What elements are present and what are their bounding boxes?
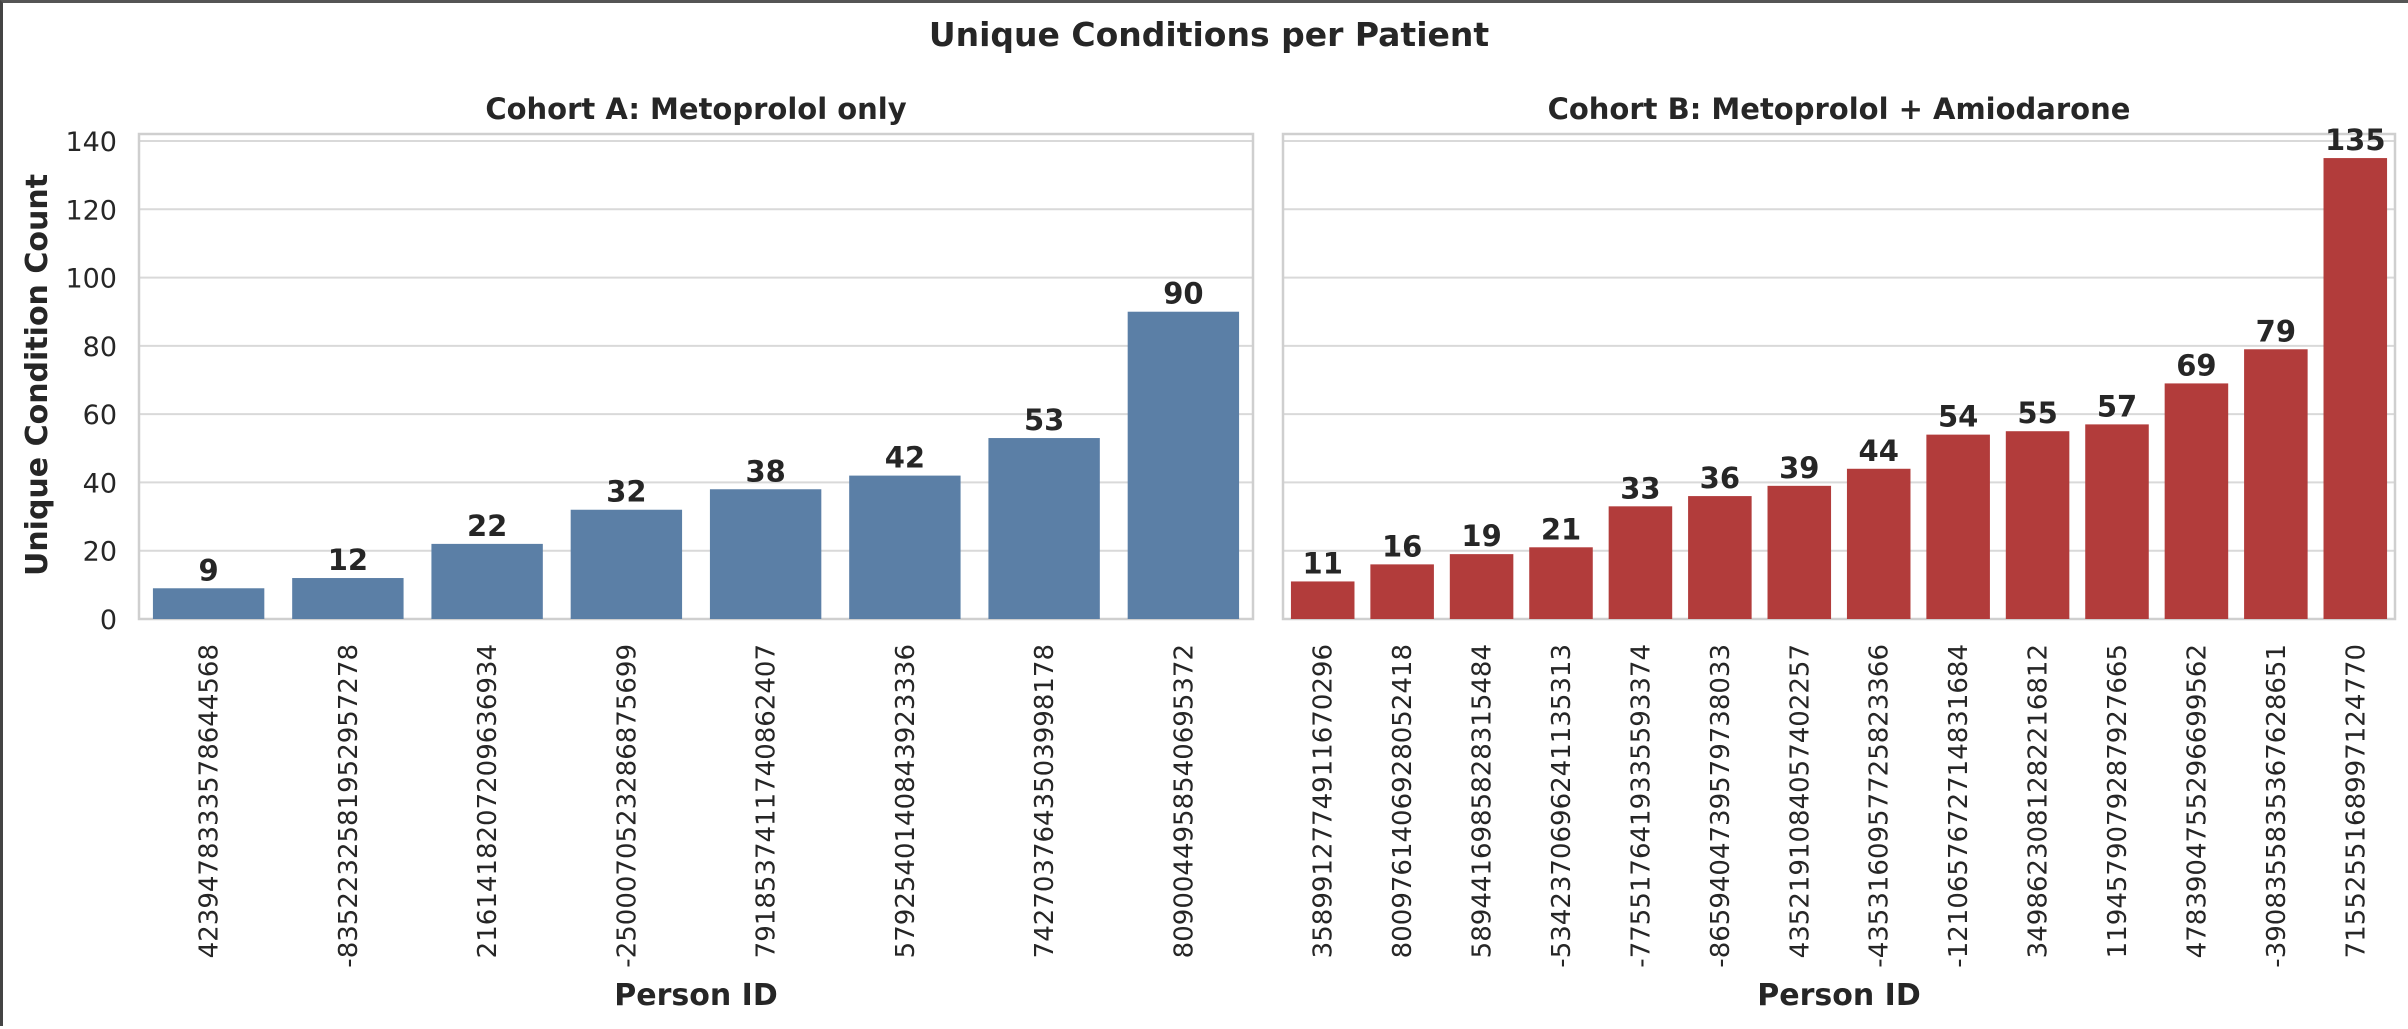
bar-value-label: 19 [1461, 519, 1501, 553]
y-tick-label: 20 [83, 537, 117, 568]
panel-title: Cohort B: Metoprolol + Amiodarone [1548, 92, 2131, 126]
bar [2085, 424, 2149, 619]
plot-area-border [1281, 132, 2397, 621]
bar-value-label: 33 [1620, 471, 1660, 505]
bar [1767, 485, 1832, 619]
panel-title: Cohort A: Metoprolol only [485, 92, 906, 126]
x-axis-label: Person ID [614, 978, 777, 1013]
bar [1846, 468, 1911, 619]
bar-value-label: 32 [606, 475, 646, 509]
bar-value-label: 55 [2017, 396, 2057, 430]
bar-value-label: 90 [1163, 277, 1203, 311]
y-tick-label: 140 [65, 127, 117, 158]
x-tick-label: -8352232581952957278 [334, 644, 364, 968]
x-tick-label: -2500070523286875699 [612, 644, 642, 968]
x-tick-label: 8090044958540695372 [1169, 644, 1199, 958]
plot-area-border [137, 132, 1255, 621]
x-tick-label: 4239478333578644568 [195, 644, 225, 958]
x-tick-label: -3908355835367628651 [2262, 644, 2292, 968]
x-tick-label: 7155255168997124770 [2341, 644, 2371, 958]
bar [2164, 383, 2229, 619]
bar [570, 509, 683, 619]
bar-value-label: 36 [1700, 461, 1740, 495]
x-tick-label: 2161418207209636934 [473, 644, 503, 958]
bar [1926, 434, 1990, 619]
bar [1529, 547, 1593, 619]
x-tick-label: 4783904755296699562 [2182, 644, 2212, 958]
y-axis-label: Unique Condition Count [20, 174, 55, 576]
y-tick-label: 60 [83, 400, 117, 431]
x-axis-label: Person ID [1757, 978, 1920, 1013]
bar [292, 578, 404, 619]
x-tick-label: 4352191084057402257 [1785, 644, 1815, 958]
y-tick-label: 100 [65, 264, 117, 295]
x-tick-label: -1210657672714831684 [1944, 644, 1974, 968]
bar [2244, 349, 2308, 619]
bar-value-label: 11 [1303, 546, 1343, 580]
figure-title: Unique Conditions per Patient [929, 15, 1490, 54]
x-tick-label: 3589912774911670296 [1309, 644, 1339, 958]
bar [1608, 506, 1673, 619]
bar-value-label: 12 [328, 543, 368, 577]
chart-panels: 0 20 40 60 80 100 120 140 Cohort A: Metoprolol o… [65, 92, 2397, 1013]
panel-b: Cohort B: Metoprolol + Amiodarone 11 35899… [1281, 92, 2397, 1013]
y-tick-label: 120 [65, 195, 117, 226]
x-tick-label: -5342370696241135313 [1547, 644, 1577, 968]
bar-value-label: 22 [467, 509, 507, 543]
y-tick-label: 0 [100, 605, 117, 636]
x-tick-label: 8009761406928052418 [1388, 644, 1418, 958]
x-tick-label: 5894416985828315484 [1468, 644, 1498, 958]
bar [849, 475, 961, 619]
bar-value-label: 44 [1859, 434, 1899, 468]
x-tick-label: 5792540140843923336 [891, 644, 921, 958]
bar [1290, 581, 1355, 619]
bar-value-label: 79 [2256, 314, 2296, 348]
bar-value-label: 54 [1938, 400, 1978, 434]
x-tick-label: 7918537411740862407 [752, 644, 782, 958]
bar-value-label: 135 [2325, 123, 2386, 157]
y-tick-label: 80 [83, 332, 117, 363]
bar-value-label: 38 [745, 454, 785, 488]
x-tick-label: 1194579079287927665 [2103, 644, 2133, 958]
x-tick-label: -4353160957725823366 [1865, 644, 1895, 968]
bar-value-label: 16 [1382, 529, 1422, 563]
x-tick-label: 7427037643503998178 [1030, 644, 1060, 958]
bar [2005, 431, 2070, 619]
bar-value-label: 53 [1024, 403, 1064, 437]
bar [1449, 554, 1514, 619]
bar [152, 588, 265, 619]
bar [1127, 311, 1240, 619]
x-tick-label: -8659404739579738033 [1706, 644, 1736, 968]
bar [709, 489, 822, 619]
bar-value-label: 39 [1779, 451, 1819, 485]
bar-value-label: 57 [2097, 389, 2137, 423]
bar-value-label: 42 [885, 441, 925, 475]
bar-value-label: 9 [199, 553, 219, 587]
chart-figure: Unique Conditions per Patient Unique Con… [20, 15, 2397, 1013]
bar [431, 543, 543, 619]
y-tick-label: 40 [83, 468, 117, 499]
x-tick-label: -7755176419335593374 [1626, 644, 1656, 968]
bar [988, 438, 1100, 619]
bar-value-label: 21 [1541, 512, 1581, 546]
bar [1370, 564, 1434, 619]
x-tick-label: 3498623081282216812 [2024, 644, 2054, 958]
bar-value-label: 69 [2176, 348, 2216, 382]
bar [1688, 496, 1752, 619]
bar [2323, 158, 2388, 620]
panel-a: 0 20 40 60 80 100 120 140 Cohort A: Metoprolol o… [65, 92, 1255, 1013]
